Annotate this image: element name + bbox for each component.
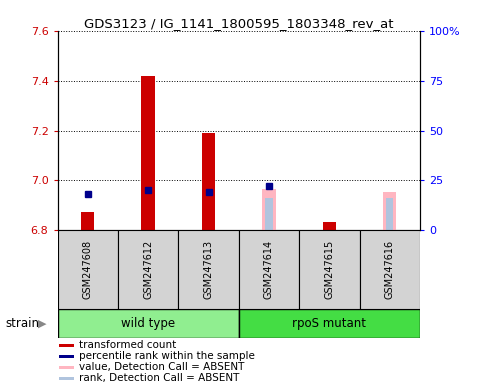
Text: GSM247615: GSM247615 [324, 240, 334, 300]
Text: wild type: wild type [121, 317, 175, 330]
Bar [59, 366, 74, 369]
Text: GSM247613: GSM247613 [204, 240, 214, 299]
Text: GSM247608: GSM247608 [82, 240, 92, 299]
Bar [262, 189, 276, 230]
Bar [322, 222, 336, 230]
Text: transformed count: transformed count [78, 340, 176, 350]
Bar [383, 192, 396, 230]
Bar [360, 230, 420, 309]
Bar [59, 355, 74, 358]
Text: rpoS mutant: rpoS mutant [292, 317, 366, 330]
Bar [266, 198, 272, 230]
Bar [299, 230, 360, 309]
Text: GSM247616: GSM247616 [385, 240, 395, 299]
Text: GSM247612: GSM247612 [143, 240, 153, 300]
Text: GSM247614: GSM247614 [264, 240, 274, 299]
Bar [59, 377, 74, 380]
Bar [81, 212, 94, 230]
Bar [118, 230, 178, 309]
Text: rank, Detection Call = ABSENT: rank, Detection Call = ABSENT [78, 374, 239, 384]
Bar [142, 76, 155, 230]
Text: percentile rank within the sample: percentile rank within the sample [78, 351, 254, 361]
Bar [178, 230, 239, 309]
Title: GDS3123 / IG_1141_1800595_1803348_rev_at: GDS3123 / IG_1141_1800595_1803348_rev_at [84, 17, 394, 30]
Text: value, Detection Call = ABSENT: value, Detection Call = ABSENT [78, 362, 244, 372]
Text: ▶: ▶ [38, 318, 46, 329]
Bar [59, 344, 74, 347]
Bar [58, 230, 118, 309]
Bar [386, 198, 394, 230]
Text: strain: strain [5, 317, 39, 330]
Bar [202, 133, 215, 230]
Bar [239, 230, 299, 309]
Bar [58, 309, 239, 338]
Bar [239, 309, 420, 338]
